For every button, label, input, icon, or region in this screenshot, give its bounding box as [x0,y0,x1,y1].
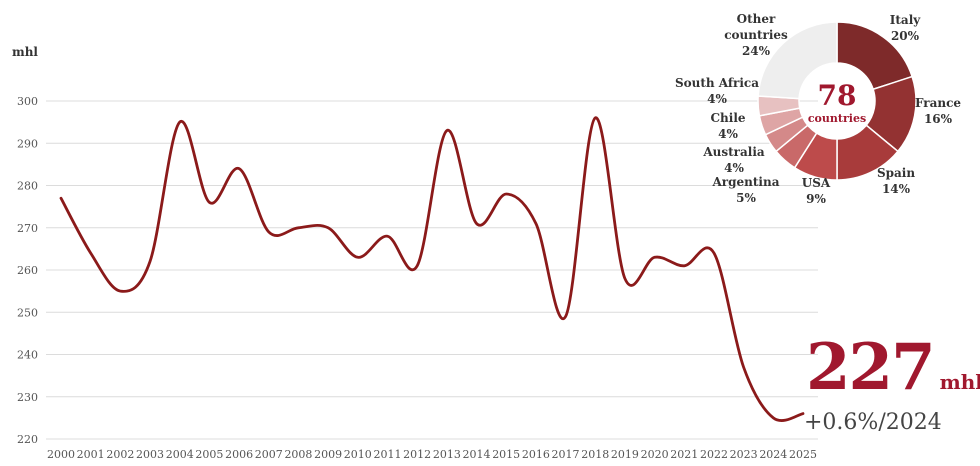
line-series [59,116,805,422]
x-tick-label: 2016 [522,448,550,461]
donut-slice-label: Chile 4% [710,111,745,141]
x-tick-label: 2023 [730,448,758,461]
y-tick-label: 250 [17,306,38,319]
donut-slice-label: France 16% [915,96,961,126]
y-tick-label: 300 [17,95,38,108]
donut-center-value: 78 [818,79,857,112]
x-tick-label: 2012 [403,448,431,461]
headline-value: 227 mhl [806,332,980,404]
x-tick-label: 2008 [284,448,312,461]
x-axis-ticks: 2000 2001 2002 2003 2004 2005 2006 2007 2008 2009… [47,448,817,461]
y-tick-label: 240 [17,349,38,362]
donut-slice-label: Other countries 24% [724,12,788,58]
donut-slice [757,21,838,100]
y-axis-ticks: 220 230 240 250 260 270 280 290 300 [17,95,38,446]
y-axis-unit: mhl [12,45,38,59]
donut-slice-label: Australia 4% [702,145,765,175]
y-tick-label: 260 [17,264,38,277]
headline-change: +0.6%/2024 [804,410,942,435]
headline-number: 227 [806,330,936,405]
donut-slice-label: South Africa 4% [675,76,759,106]
donut-labels: Italy 20% France 16% Spain 14% USA 9% Argentina 5… [675,12,961,206]
donut-slice-label: Italy 20% [890,13,921,43]
x-tick-label: 2007 [255,448,283,461]
y-tick-label: 280 [17,180,38,193]
x-tick-label: 2020 [641,448,669,461]
x-tick-label: 2014 [463,448,491,461]
x-tick-label: 2025 [789,448,817,461]
x-tick-label: 2015 [492,448,520,461]
donut-slice-label: USA 9% [802,176,831,206]
x-tick-label: 2003 [136,448,164,461]
production-line [59,116,805,422]
y-tick-label: 270 [17,222,38,235]
x-tick-label: 2006 [225,448,253,461]
x-tick-label: 2000 [47,448,75,461]
donut-chart [757,21,917,181]
donut-center-label: countries [808,112,866,125]
y-tick-label: 220 [17,433,38,446]
x-tick-label: 2011 [373,448,401,461]
x-tick-label: 2005 [195,448,223,461]
x-tick-label: 2017 [552,448,580,461]
x-tick-label: 2009 [314,448,342,461]
x-tick-label: 2010 [344,448,372,461]
x-tick-label: 2024 [759,448,787,461]
x-tick-label: 2004 [166,448,194,461]
x-tick-label: 2019 [611,448,639,461]
x-tick-label: 2018 [581,448,609,461]
x-tick-label: 2022 [700,448,728,461]
x-tick-label: 2021 [670,448,698,461]
x-tick-label: 2013 [433,448,461,461]
grid-lines [46,100,818,440]
y-tick-label: 290 [17,137,38,150]
donut-slice-label: Argentina 5% [712,175,780,205]
headline-unit: mhl [939,370,980,394]
donut-slice-label: Spain 14% [877,166,915,196]
y-tick-label: 230 [17,391,38,404]
x-tick-label: 2001 [77,448,105,461]
x-tick-label: 2002 [106,448,134,461]
